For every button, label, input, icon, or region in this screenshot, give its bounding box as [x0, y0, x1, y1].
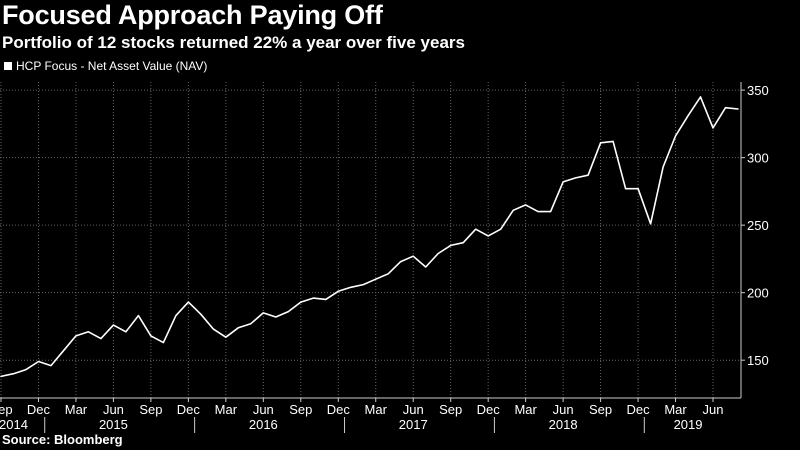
x-tick-label: Sep	[439, 402, 462, 417]
x-tick-label: Mar	[664, 402, 687, 417]
x-tick-label: Mar	[215, 402, 238, 417]
x-tick-label: Jun	[703, 402, 724, 417]
legend-label: HCP Focus - Net Asset Value (NAV)	[16, 59, 207, 73]
x-tick-label: Sep	[289, 402, 312, 417]
x-tick-label: Mar	[365, 402, 388, 417]
legend-swatch	[4, 62, 12, 70]
x-year-label: 2014	[0, 417, 28, 432]
x-tick-label: Jun	[103, 402, 124, 417]
y-tick-label: 150	[747, 353, 769, 368]
source-note: Source: Bloomberg	[2, 432, 123, 447]
x-tick-label: Mar	[514, 402, 537, 417]
axes: 150 200 250 300 350 Sep Dec Mar Jun Sep Dec Mar Jun S…	[0, 82, 769, 433]
x-tick-label: Mar	[65, 402, 88, 417]
gridlines	[0, 82, 741, 398]
x-tick-label: Jun	[553, 402, 574, 417]
x-tick-label: Jun	[403, 402, 424, 417]
x-tick-label: Dec	[627, 402, 651, 417]
x-tick-label: Dec	[27, 402, 51, 417]
x-tick-label: Sep	[139, 402, 162, 417]
series-layer	[0, 96, 739, 378]
y-tick-label: 250	[747, 218, 769, 233]
x-tick-label: Sep	[0, 402, 13, 417]
chart-subtitle: Portfolio of 12 stocks returned 22% a ye…	[2, 33, 465, 52]
legend: HCP Focus - Net Asset Value (NAV)	[4, 59, 207, 73]
x-tick-label: Jun	[253, 402, 274, 417]
y-tick-label: 300	[747, 151, 769, 166]
y-tick-label: 200	[747, 286, 769, 301]
x-tick-label: Dec	[477, 402, 501, 417]
x-tick-label: Sep	[589, 402, 612, 417]
y-tick-label: 350	[747, 83, 769, 98]
chart-title: Focused Approach Paying Off	[2, 0, 383, 30]
x-year-label: 2015	[99, 417, 128, 432]
x-tick-label: Dec	[177, 402, 201, 417]
x-tick-label: Dec	[327, 402, 351, 417]
series-line-hcp-focus-nav	[0, 96, 739, 378]
x-year-label: 2019	[674, 417, 703, 432]
x-year-label: 2017	[399, 417, 428, 432]
x-year-label: 2018	[549, 417, 578, 432]
x-year-label: 2016	[249, 417, 278, 432]
